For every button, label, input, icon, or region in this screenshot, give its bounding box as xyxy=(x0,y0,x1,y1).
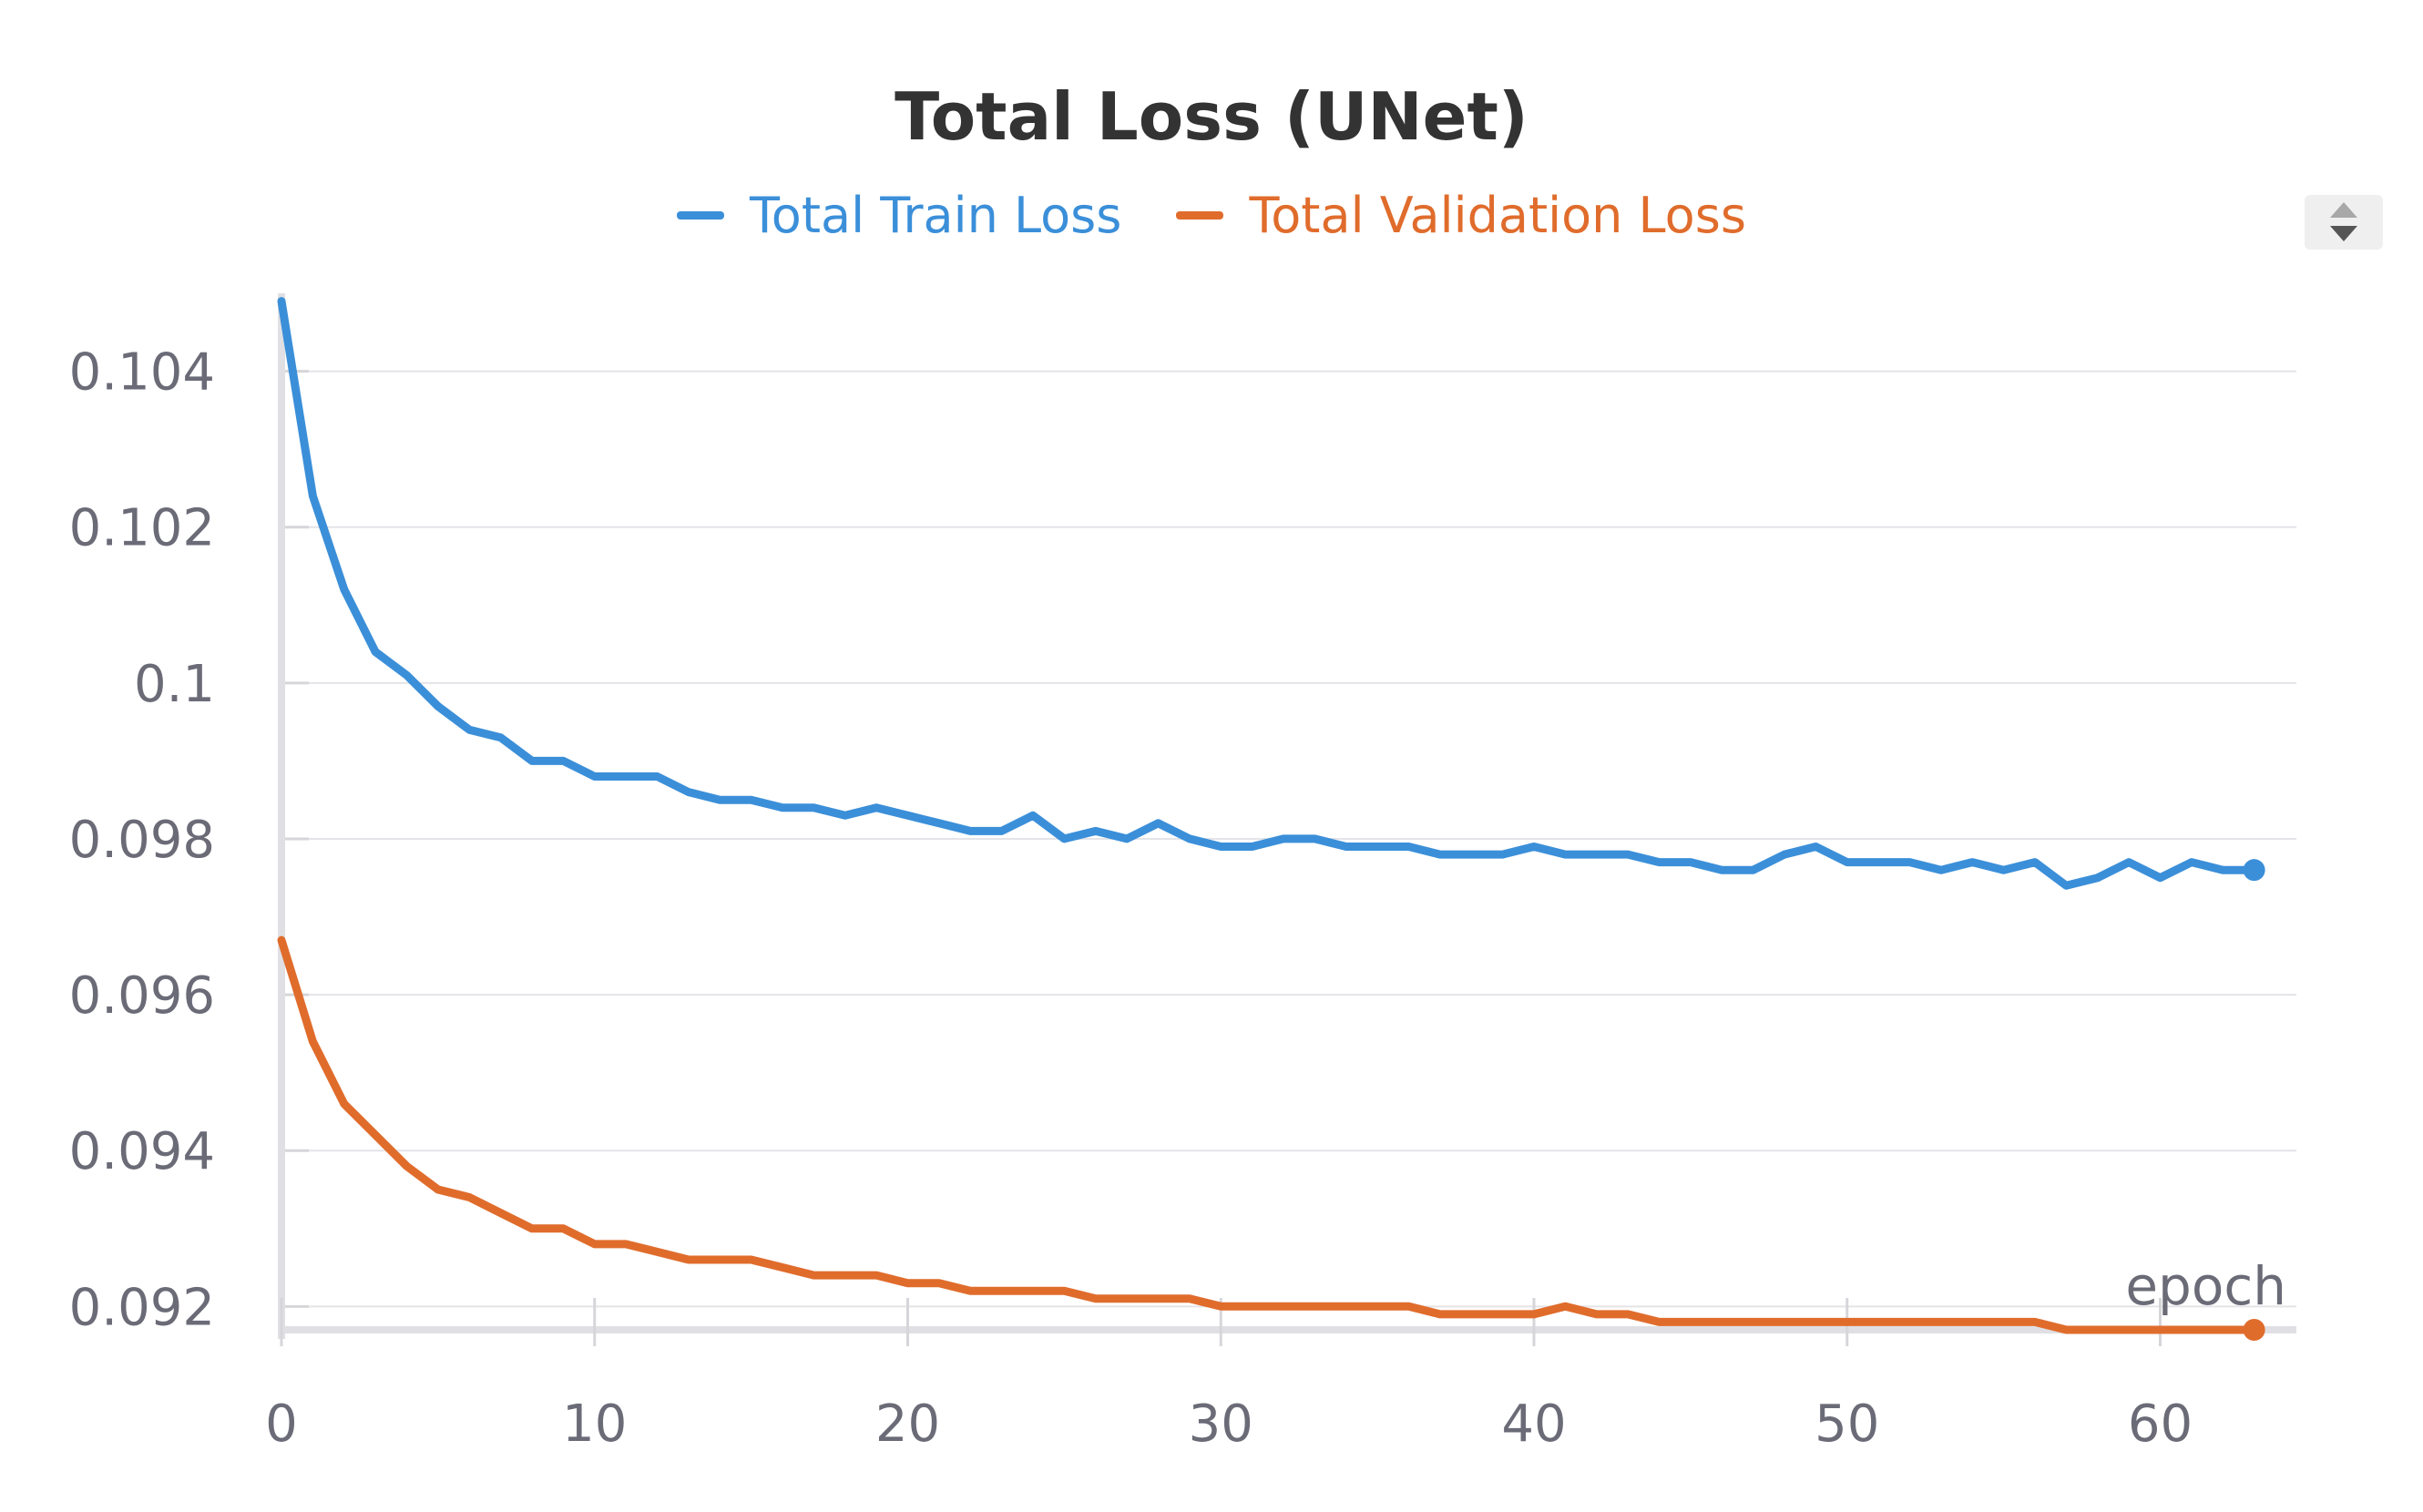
legend-swatch-train xyxy=(676,211,724,220)
x-tick-label: 60 xyxy=(2128,1395,2193,1454)
caret-down-icon[interactable] xyxy=(2330,226,2357,241)
legend: Total Train Loss Total Validation Loss xyxy=(0,187,2423,244)
series-line-validation[interactable] xyxy=(277,935,2259,1334)
x-tick-label: 40 xyxy=(1501,1395,1566,1454)
series-endpoint-train[interactable] xyxy=(2243,859,2265,882)
y-tick-label: 0.092 xyxy=(69,1278,215,1337)
legend-item-train[interactable]: Total Train Loss xyxy=(676,187,1122,244)
y-tick-label: 0.102 xyxy=(69,499,215,558)
x-tick-label: 30 xyxy=(1189,1395,1253,1454)
y-tick-label: 0.094 xyxy=(69,1122,215,1181)
y-tick-label: 0.096 xyxy=(69,966,215,1026)
x-axis-title: epoch xyxy=(2125,1255,2286,1317)
x-tick-label: 20 xyxy=(875,1395,940,1454)
legend-swatch-validation xyxy=(1176,211,1224,220)
chart-title: Total Loss (UNet) xyxy=(895,78,1528,155)
legend-label-train: Total Train Loss xyxy=(749,187,1122,244)
legend-label-validation: Total Validation Loss xyxy=(1249,187,1746,244)
series-line-train[interactable] xyxy=(277,297,2259,890)
y-tick-label: 0.098 xyxy=(69,811,215,870)
x-tick-label: 0 xyxy=(265,1395,298,1454)
x-tick-label: 10 xyxy=(562,1395,627,1454)
y-tick-label: 0.1 xyxy=(134,655,215,714)
y-tick-label: 0.104 xyxy=(69,343,215,403)
caret-up-icon[interactable] xyxy=(2330,202,2357,218)
x-tick-label: 50 xyxy=(1815,1395,1879,1454)
legend-scroll-control[interactable] xyxy=(2305,195,2383,250)
legend-item-validation[interactable]: Total Validation Loss xyxy=(1176,187,1746,244)
series-endpoint-validation[interactable] xyxy=(2243,1319,2265,1341)
